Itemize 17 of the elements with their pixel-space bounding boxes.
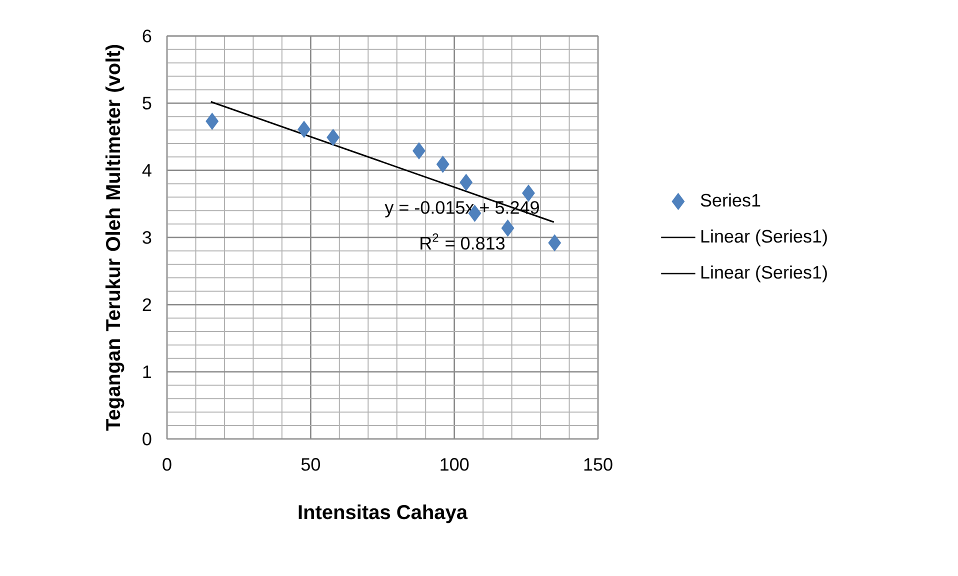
y-tick-label: 6 <box>142 30 152 42</box>
legend-label: Linear (Series1) <box>701 266 827 282</box>
y-tick-label: 5 <box>142 96 152 110</box>
x-tick-label: 0 <box>162 458 172 471</box>
x-tick-label: 100 <box>440 458 469 471</box>
y-tick-label: 3 <box>142 231 152 244</box>
annotation: R$^{2}$ = 0.813 <box>420 233 505 250</box>
x-tick-label: 50 <box>301 458 320 471</box>
x-axis-title: Intensitas Cahaya <box>298 504 468 524</box>
y-tick-label: 2 <box>142 298 152 311</box>
legend-label: Series1 <box>700 193 760 207</box>
y-axis-title: Tegangan Terukur Oleh Multimeter (volt) <box>105 44 124 431</box>
x-tick-label: 150 <box>584 458 612 471</box>
y-tick-label: 0 <box>142 432 152 446</box>
y-tick-label: 1 <box>143 366 152 378</box>
legend-label: Linear (Series1) <box>701 229 827 246</box>
y-tick-label: 4 <box>142 164 152 177</box>
